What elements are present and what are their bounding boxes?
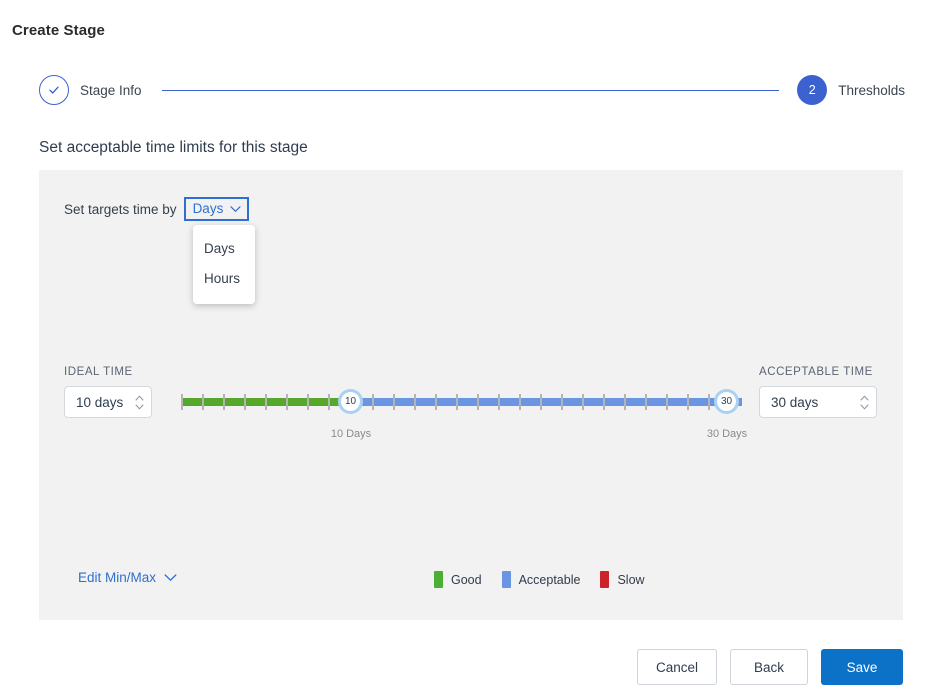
slider-tick xyxy=(708,394,710,410)
slider-tick xyxy=(624,394,626,410)
time-unit-option-hours[interactable]: Hours xyxy=(204,271,241,286)
slider-track: 10 30 10 Days 30 Days xyxy=(181,389,747,440)
slider-tick xyxy=(519,394,521,410)
slider-tick xyxy=(645,394,647,410)
slider-tick xyxy=(561,394,563,410)
time-unit-dropdown-menu[interactable]: Days Hours xyxy=(193,225,255,304)
legend-item-good: Good xyxy=(434,571,482,588)
stepper: Stage Info 2 Thresholds xyxy=(39,73,905,107)
slider-tick xyxy=(223,394,225,410)
acceptable-time-spinner-arrows[interactable] xyxy=(860,395,869,410)
ideal-time-stepper[interactable]: 10 days xyxy=(64,386,152,418)
ideal-time-spinner-arrows[interactable] xyxy=(135,395,144,410)
slider-tick xyxy=(244,394,246,410)
slider-tick xyxy=(477,394,479,410)
slider-tick xyxy=(286,394,288,410)
back-button[interactable]: Back xyxy=(730,649,808,685)
thresholds-panel: Set targets time by Days IDEAL TIME 10 d… xyxy=(39,170,903,620)
edit-min-max-link[interactable]: Edit Min/Max xyxy=(78,570,177,585)
threshold-legend: Good Acceptable Slow xyxy=(434,571,645,588)
acceptable-time-value: 30 days xyxy=(771,394,819,410)
acceptable-time-stepper[interactable]: 30 days xyxy=(759,386,877,418)
page-title: Create Stage xyxy=(12,22,105,39)
slider-tick xyxy=(372,394,374,410)
slider-tick xyxy=(328,394,330,410)
edit-min-max-label: Edit Min/Max xyxy=(78,570,157,585)
time-unit-option-days[interactable]: Days xyxy=(204,241,235,256)
slider-tick xyxy=(687,394,689,410)
slider-caption-acceptable: 30 Days xyxy=(706,428,748,440)
slider-tick xyxy=(456,394,458,410)
caret-up-icon xyxy=(860,395,869,400)
slider-tick xyxy=(181,394,183,410)
legend-label-slow: Slow xyxy=(617,572,645,587)
ideal-time-value: 10 days xyxy=(76,394,124,410)
slider-caption-ideal: 10 Days xyxy=(330,428,372,440)
caret-down-icon xyxy=(135,404,144,409)
slider-tick xyxy=(202,394,204,410)
slider-tick xyxy=(582,394,584,410)
stepper-connector-line xyxy=(161,89,780,91)
set-targets-row: Set targets time by Days xyxy=(64,197,250,221)
caret-up-icon xyxy=(135,395,144,400)
acceptable-time-label: ACCEPTABLE TIME xyxy=(759,366,873,378)
set-targets-label: Set targets time by xyxy=(64,201,177,217)
slider-tick xyxy=(603,394,605,410)
legend-item-acceptable: Acceptable xyxy=(501,571,581,588)
slider-tick xyxy=(435,394,437,410)
slider-handle-ideal[interactable]: 10 xyxy=(338,389,363,414)
cancel-button[interactable]: Cancel xyxy=(636,649,717,685)
slider-tick xyxy=(307,394,309,410)
legend-swatch-slow xyxy=(600,571,610,588)
threshold-range-slider[interactable]: 10 30 10 Days 30 Days xyxy=(181,386,747,440)
step-1-label: Stage Info xyxy=(80,82,142,98)
step-thresholds[interactable]: 2 Thresholds xyxy=(797,75,905,105)
legend-swatch-good xyxy=(434,571,443,588)
slider-tick xyxy=(393,394,395,410)
step-2-label: Thresholds xyxy=(838,82,905,98)
legend-label-good: Good xyxy=(451,572,482,587)
legend-label-acceptable: Acceptable xyxy=(518,572,581,587)
section-heading: Set acceptable time limits for this stag… xyxy=(39,139,308,156)
slider-handle-acceptable[interactable]: 30 xyxy=(714,389,739,414)
slider-tick xyxy=(498,394,500,410)
chevron-down-icon xyxy=(230,200,241,218)
slider-tick xyxy=(265,394,267,410)
step-2-circle: 2 xyxy=(797,75,828,105)
legend-item-slow: Slow xyxy=(600,571,645,588)
step-stage-info[interactable]: Stage Info xyxy=(39,75,142,105)
time-unit-select[interactable]: Days xyxy=(183,197,250,221)
slider-tick xyxy=(540,394,542,410)
check-icon xyxy=(47,83,61,97)
step-1-circle xyxy=(39,75,69,105)
legend-swatch-acceptable xyxy=(501,571,511,588)
save-button[interactable]: Save xyxy=(821,649,903,685)
time-unit-select-value: Days xyxy=(192,201,224,217)
chevron-down-icon xyxy=(164,570,177,585)
slider-segment-acceptable xyxy=(351,398,742,406)
slider-tick xyxy=(414,394,416,410)
ideal-time-label: IDEAL TIME xyxy=(64,366,133,378)
dialog-footer: Cancel Back Save xyxy=(0,649,946,685)
caret-down-icon xyxy=(860,404,869,409)
slider-tick xyxy=(666,394,668,410)
